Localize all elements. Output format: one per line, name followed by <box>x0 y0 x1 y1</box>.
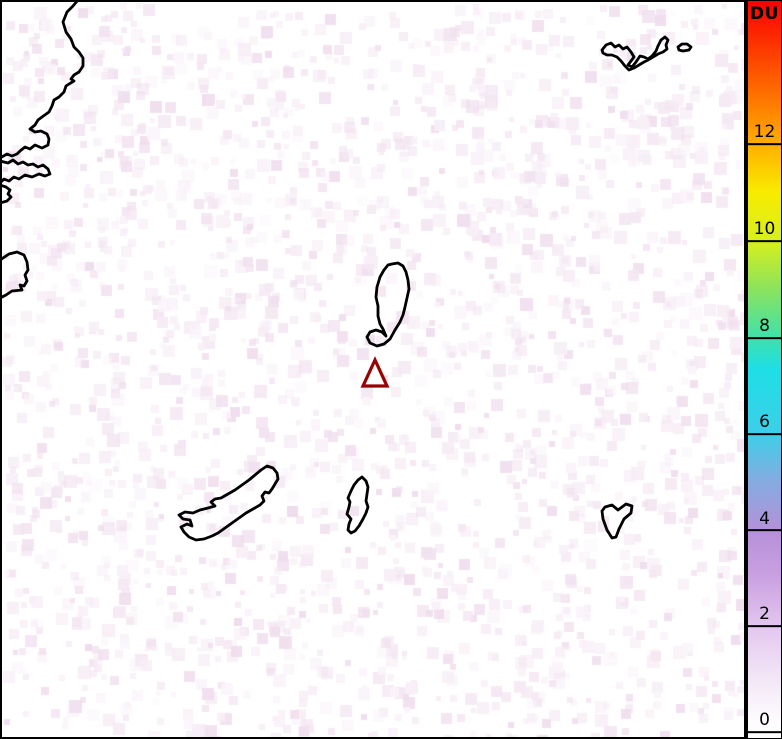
colorbar-tick-line <box>748 337 781 340</box>
coastline-layer <box>2 2 693 542</box>
coastline-west-peninsula <box>2 158 52 183</box>
colorbar-tick: 4 <box>748 508 781 532</box>
volcano-triangle-marker <box>360 356 390 388</box>
colorbar-tick-label: 0 <box>759 709 770 730</box>
colorbar-tick-line <box>748 529 781 532</box>
island-southwest-elongated <box>177 464 280 542</box>
colorbar: 12 10 8 6 4 2 0 DU <box>746 0 782 739</box>
colorbar-tick-label: 10 <box>753 219 776 240</box>
islet-northeast <box>676 42 693 53</box>
colorbar-tick-label: 6 <box>759 412 770 433</box>
colorbar-tick: 10 <box>748 219 781 242</box>
colorbar-tick: 8 <box>748 316 781 340</box>
coastline-mainland-northwest <box>2 2 85 159</box>
island-south-slim <box>345 475 370 535</box>
coastline-west-island <box>2 250 30 299</box>
colorbar-tick-line <box>748 239 781 242</box>
colorbar-unit-label: DU <box>750 4 779 24</box>
colorbar-tick-line <box>748 433 781 436</box>
island-north-of-marker <box>365 261 411 348</box>
colorbar-gradient <box>748 1 781 738</box>
coastline-west-small-blob <box>2 184 13 204</box>
colorbar-tick-line <box>748 730 781 733</box>
colorbar-tick-label: 12 <box>753 122 776 143</box>
colorbar-tick: 2 <box>748 604 781 628</box>
colorbar-tick-label: 2 <box>759 604 770 625</box>
colorbar-tick-line <box>748 625 781 628</box>
island-chain-northeast <box>600 35 670 72</box>
colorbar-tick-label: 8 <box>759 316 770 337</box>
colorbar-tick-line <box>748 143 781 146</box>
island-southeast-small <box>600 502 634 540</box>
colorbar-ticks: 12 10 8 6 4 2 0 <box>748 1 781 738</box>
pixel-noise-layer <box>2 2 744 737</box>
colorbar-tick: 12 <box>748 122 781 146</box>
map-plot-area <box>0 0 746 739</box>
colorbar-tick: 0 <box>748 709 781 733</box>
colorbar-tick: 6 <box>748 412 781 436</box>
colorbar-tick-label: 4 <box>759 508 770 529</box>
